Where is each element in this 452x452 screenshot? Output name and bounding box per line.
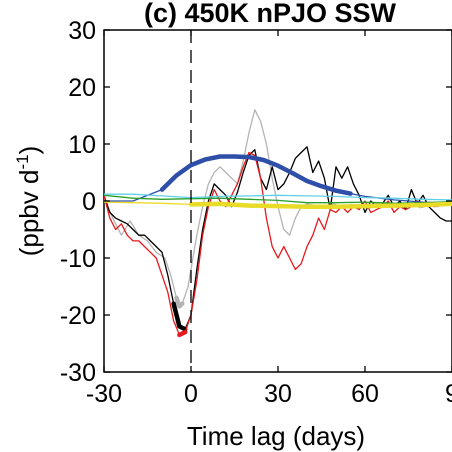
y-axis-title-exponent: -1 (13, 154, 32, 169)
series-line-2 (104, 146, 452, 330)
y-tick-label: -20 (60, 302, 96, 330)
x-tick-label: 0 (184, 380, 198, 408)
series-layer (104, 109, 452, 338)
y-tick-label: 10 (68, 131, 96, 159)
y-tick-label: -10 (60, 245, 96, 273)
x-tick-label: -30 (86, 380, 122, 408)
x-tick-label: 9 (445, 380, 452, 408)
axis-ticks: -30 0 30 60 9 -30 -20 -10 0 10 20 30 (60, 17, 452, 408)
chart-title: (c) 450K nPJO SSW (144, 0, 397, 28)
y-axis-title: (ppbv d-1) (13, 146, 44, 257)
x-tick-label: 30 (264, 380, 292, 408)
series-line-6 (104, 193, 452, 201)
y-tick-label: 30 (68, 17, 96, 45)
x-tick-label: 60 (351, 380, 379, 408)
y-axis-title-main: (ppbv d (14, 170, 44, 257)
y-tick-label: 0 (82, 188, 96, 216)
series-line-5 (104, 194, 452, 204)
series-emphasis-1 (174, 295, 185, 309)
y-axis-title-end: ) (14, 146, 44, 155)
series-line-3 (104, 151, 452, 336)
series-emphasis-2 (171, 301, 188, 332)
series-emphasis-3 (177, 329, 188, 338)
y-tick-label: 20 (68, 74, 96, 102)
y-tick-label: -30 (60, 359, 96, 387)
series-emphasis-4 (159, 154, 353, 196)
series-emphasis-7 (188, 201, 452, 209)
x-axis-title: Time lag (days) (187, 421, 365, 451)
